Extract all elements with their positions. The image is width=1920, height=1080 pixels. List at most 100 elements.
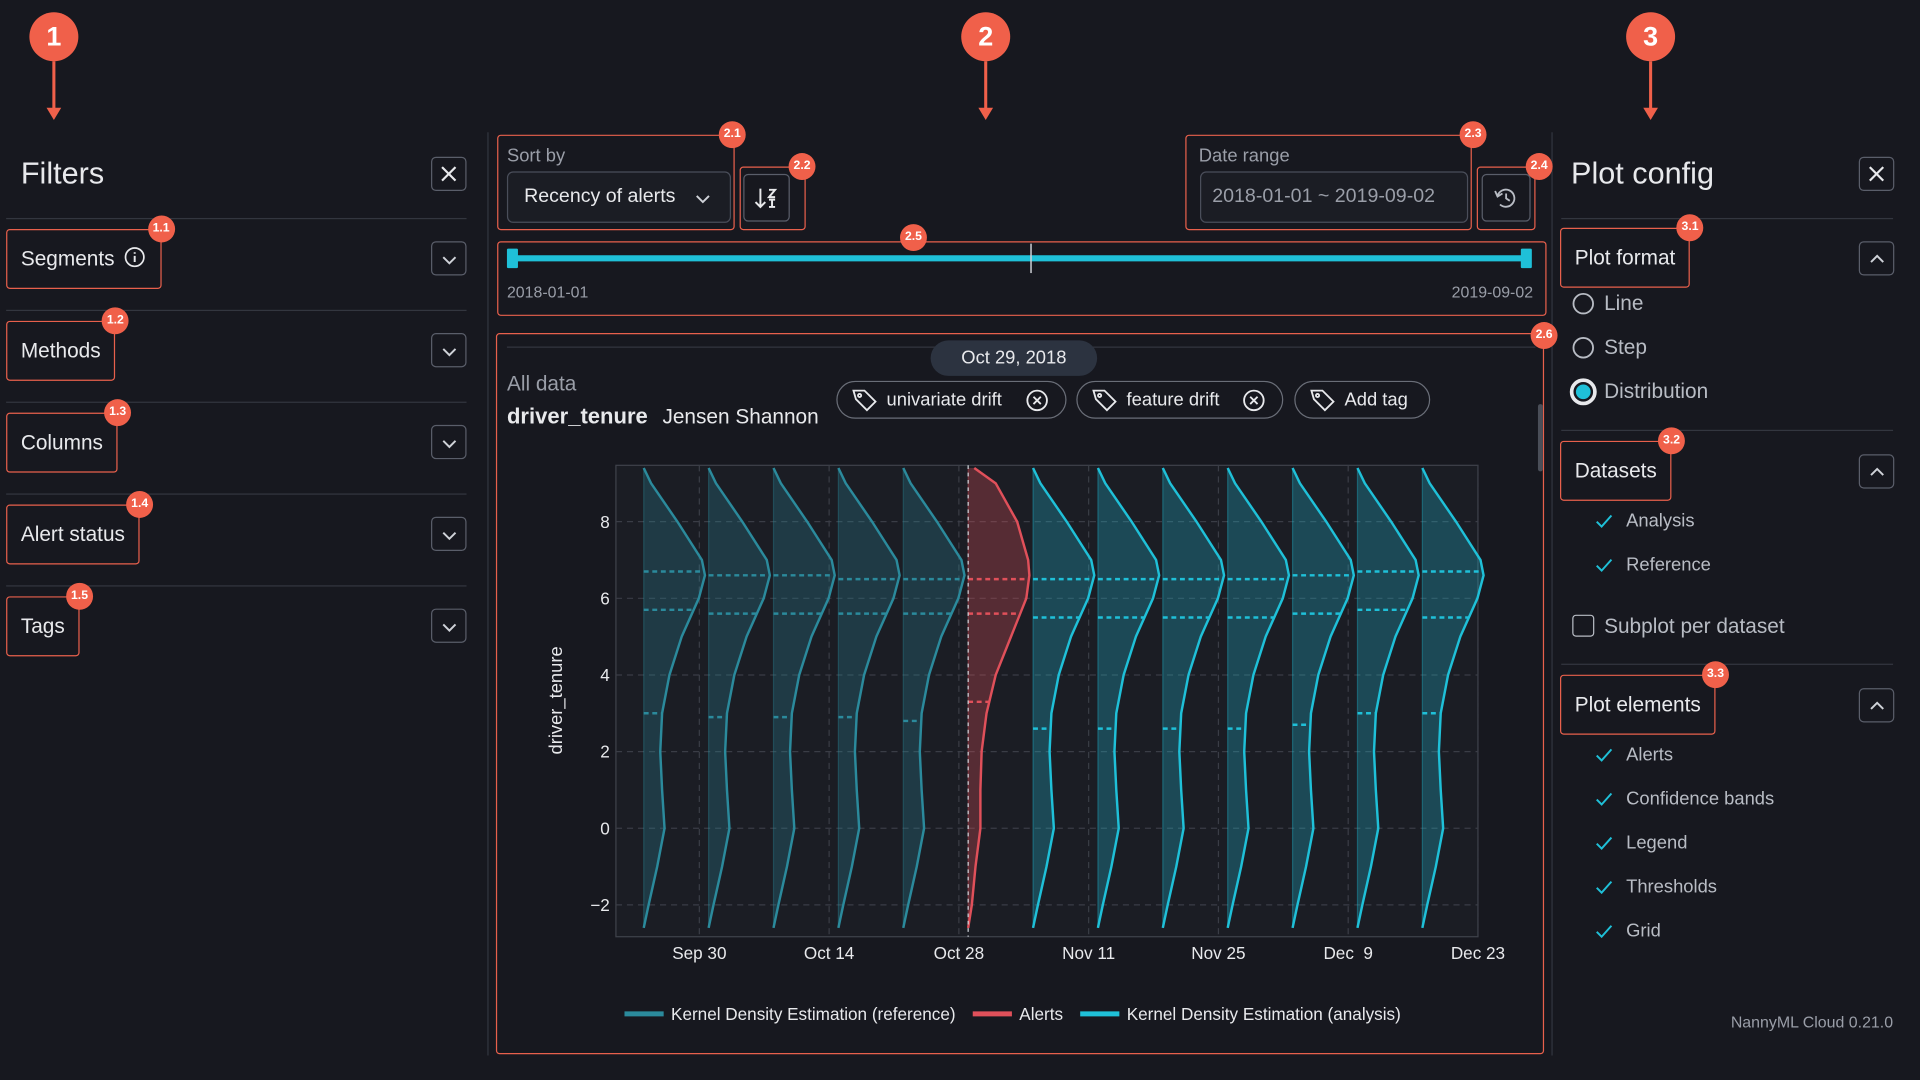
radio-label: Step: [1604, 335, 1647, 359]
section-title: Plot elements 3.3: [1560, 661, 1729, 735]
plot-panel: [495, 333, 1545, 1055]
y-tick-label: 0: [600, 818, 610, 838]
expand-button[interactable]: [431, 516, 467, 552]
sort-select[interactable]: Recency of alerts: [506, 171, 732, 223]
slider-handle[interactable]: [1520, 248, 1532, 269]
divider: [1561, 217, 1894, 220]
section-title: Datasets 3.2: [1560, 427, 1686, 501]
tag[interactable]: univariate drift: [836, 380, 1067, 419]
badge: 2.2: [788, 153, 816, 181]
chevron-icon: [1870, 467, 1884, 476]
divider: [6, 309, 467, 312]
chevron-icon: [442, 623, 457, 632]
y-tick-label: 6: [600, 588, 610, 608]
tag[interactable]: feature drift: [1076, 380, 1284, 419]
filter-label: Alert status 1.4: [6, 491, 154, 565]
chevron-icon: [696, 195, 710, 204]
date-input[interactable]: 2018-01-01 ~ 2019-09-02: [1200, 171, 1469, 223]
kde-area: [838, 467, 900, 928]
check-icon-shape: [1596, 748, 1613, 762]
section-title: Plot format 3.1: [1560, 214, 1704, 288]
collapse-button[interactable]: [1858, 241, 1895, 276]
check-icon-shape: [1596, 792, 1613, 806]
close-button[interactable]: [1858, 156, 1895, 192]
badge: 2.5: [900, 224, 927, 252]
filter-label: Methods 1.2: [6, 307, 129, 381]
badge: 3.1: [1676, 214, 1704, 242]
sort-value: Recency of alerts: [524, 186, 676, 207]
expand-button[interactable]: [431, 241, 467, 276]
method-name: Jensen Shannon: [662, 405, 819, 429]
radio[interactable]: [1569, 333, 1598, 362]
radio-ring: [1569, 378, 1597, 406]
close-icon: [1869, 166, 1885, 182]
add-tag-button[interactable]: Add tag: [1294, 380, 1431, 419]
filter-label-text: Methods: [20, 339, 101, 363]
chevron-icon: [1870, 254, 1884, 263]
filters-title: Filters: [20, 156, 105, 192]
check-label: Alerts: [1626, 744, 1674, 766]
filter-label: Columns 1.3: [6, 399, 132, 473]
kde-curve: [902, 467, 966, 929]
filter-label-text: Tags: [20, 614, 65, 638]
x-tick-label: Dec 9: [1323, 943, 1373, 963]
kde-area: [1292, 467, 1354, 928]
check-icon: [1596, 925, 1613, 939]
collapse-button[interactable]: [1858, 688, 1895, 723]
section-title-text: Datasets: [1574, 459, 1657, 483]
y-axis-label: driver_tenure: [545, 646, 567, 754]
check-label: Reference: [1626, 554, 1711, 576]
kde-area: [773, 467, 835, 928]
kde-area: [903, 467, 965, 928]
info-circle: [124, 246, 145, 267]
filter-label-text: Segments: [20, 247, 115, 271]
kde-curve: [707, 467, 772, 929]
legend-label: Kernel Density Estimation (analysis): [1127, 1004, 1401, 1024]
check-icon: [1596, 836, 1613, 850]
hover-label: Oct 29, 2018: [930, 340, 1098, 376]
radio[interactable]: [1569, 377, 1598, 406]
expand-button[interactable]: [431, 424, 467, 460]
chevron-icon-shape: [442, 623, 457, 632]
annotation-marker: 1: [29, 12, 79, 62]
badge: 1.4: [126, 491, 154, 518]
check-label: Thresholds: [1626, 876, 1717, 898]
date-value: 2018-01-01 ~ 2019-09-02: [1212, 186, 1436, 207]
add-tag-text: Add tag: [1344, 389, 1408, 411]
filter-label-text: Alert status: [20, 522, 125, 547]
radio-ring: [1572, 337, 1594, 359]
chevron-icon: [442, 440, 457, 449]
expand-button[interactable]: [431, 333, 467, 368]
radio[interactable]: [1569, 289, 1598, 318]
dataset-name: All data: [506, 372, 577, 396]
collapse-button[interactable]: [1858, 454, 1895, 489]
info-icon: [124, 246, 145, 267]
expand-button[interactable]: [431, 608, 467, 643]
filter-label-text: Columns: [20, 431, 103, 455]
filter-label: Tags 1.5: [6, 582, 93, 657]
sort-direction-button[interactable]: [743, 173, 790, 222]
slider-handle[interactable]: [506, 248, 518, 269]
close-button[interactable]: [431, 156, 467, 192]
radio-label: Line: [1604, 291, 1644, 315]
x-tick-label: Oct 28: [934, 943, 984, 963]
badge: 2.3: [1459, 121, 1487, 149]
check-label: Confidence bands: [1626, 788, 1775, 810]
scrollbar[interactable]: [1537, 404, 1543, 472]
kde-curve: [837, 467, 901, 929]
kde-area: [1162, 467, 1225, 928]
chevron-icon: [442, 348, 457, 357]
date-slider[interactable]: [497, 241, 1546, 278]
check-icon-shape: [1596, 880, 1613, 895]
reset-button[interactable]: [1481, 173, 1531, 222]
kde-area: [708, 467, 770, 928]
reset-group: [1476, 166, 1536, 231]
kde-curve: [772, 467, 836, 929]
chevron-icon-shape: [1870, 254, 1884, 263]
divider: [6, 401, 467, 403]
x-tick-label: Oct 14: [804, 943, 855, 963]
divider: [6, 217, 467, 220]
badge: 1.1: [147, 215, 175, 243]
radio-dot: [1575, 384, 1591, 400]
checkbox[interactable]: [1572, 614, 1595, 637]
